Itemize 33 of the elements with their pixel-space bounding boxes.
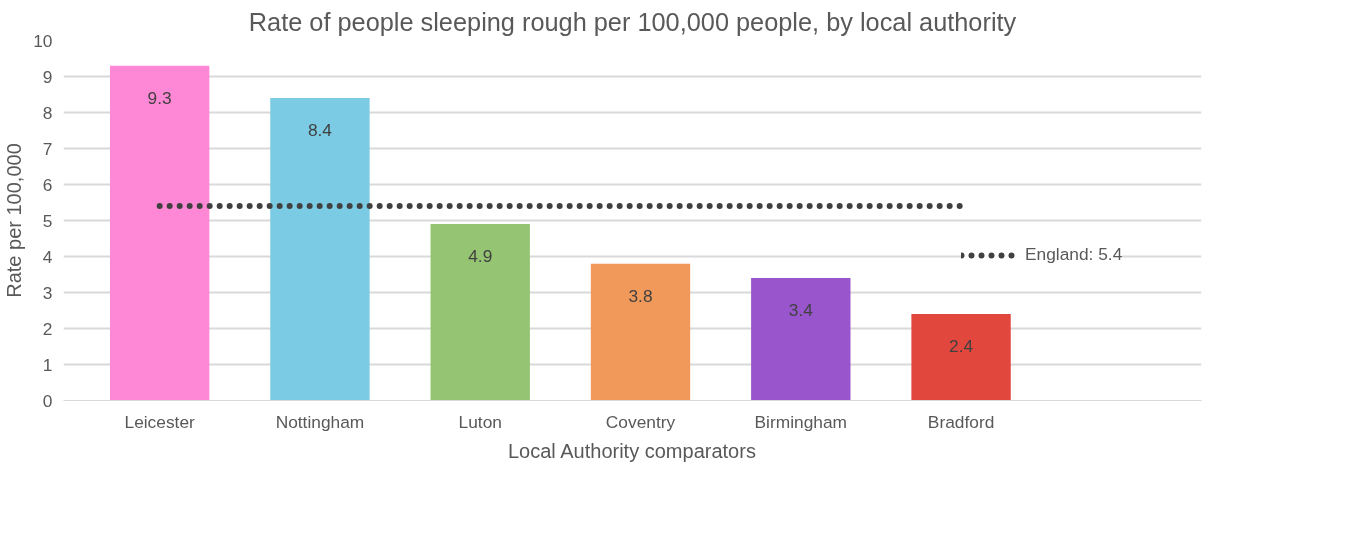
x-tick-label: Birmingham [754,411,848,432]
bar [270,98,370,401]
x-tick-label: Luton [458,411,502,432]
y-tick-label: 1 [42,354,53,375]
bar [751,278,851,401]
data-label: 3.4 [788,300,814,321]
legend-label: England: 5.4 [1025,244,1123,265]
chart-title: Rate of people sleeping rough per 100,000 people, by local authority [248,7,1017,36]
y-tick-label: 7 [42,138,53,159]
bar [911,314,1011,401]
y-tick-label: 3 [42,282,53,303]
y-tick-label: 6 [42,174,53,195]
x-tick-label: Coventry [605,411,676,432]
y-tick-label: 8 [42,102,53,123]
x-axis-title: Local Authority comparators [508,439,756,462]
y-tick-label: 9 [42,66,53,87]
y-tick-label: 4 [42,246,53,267]
y-tick-label: 2 [42,318,53,339]
x-tick-label: Nottingham [275,411,365,432]
x-tick-label: Leicester [124,411,196,432]
y-tick-label: 5 [42,210,53,231]
bar [430,224,530,401]
data-label: 3.8 [628,285,653,306]
bar [109,65,210,401]
bar [590,263,691,401]
data-label: 8.4 [307,120,333,141]
y-tick-label: 0 [42,390,53,411]
y-axis-title: Rate per 100,000 [3,143,26,298]
x-tick-label: Bradford [927,411,995,432]
data-label: 2.4 [949,336,974,357]
data-label: 4.9 [468,246,493,267]
y-tick-label: 10 [33,30,53,51]
data-label: 9.3 [147,87,172,108]
